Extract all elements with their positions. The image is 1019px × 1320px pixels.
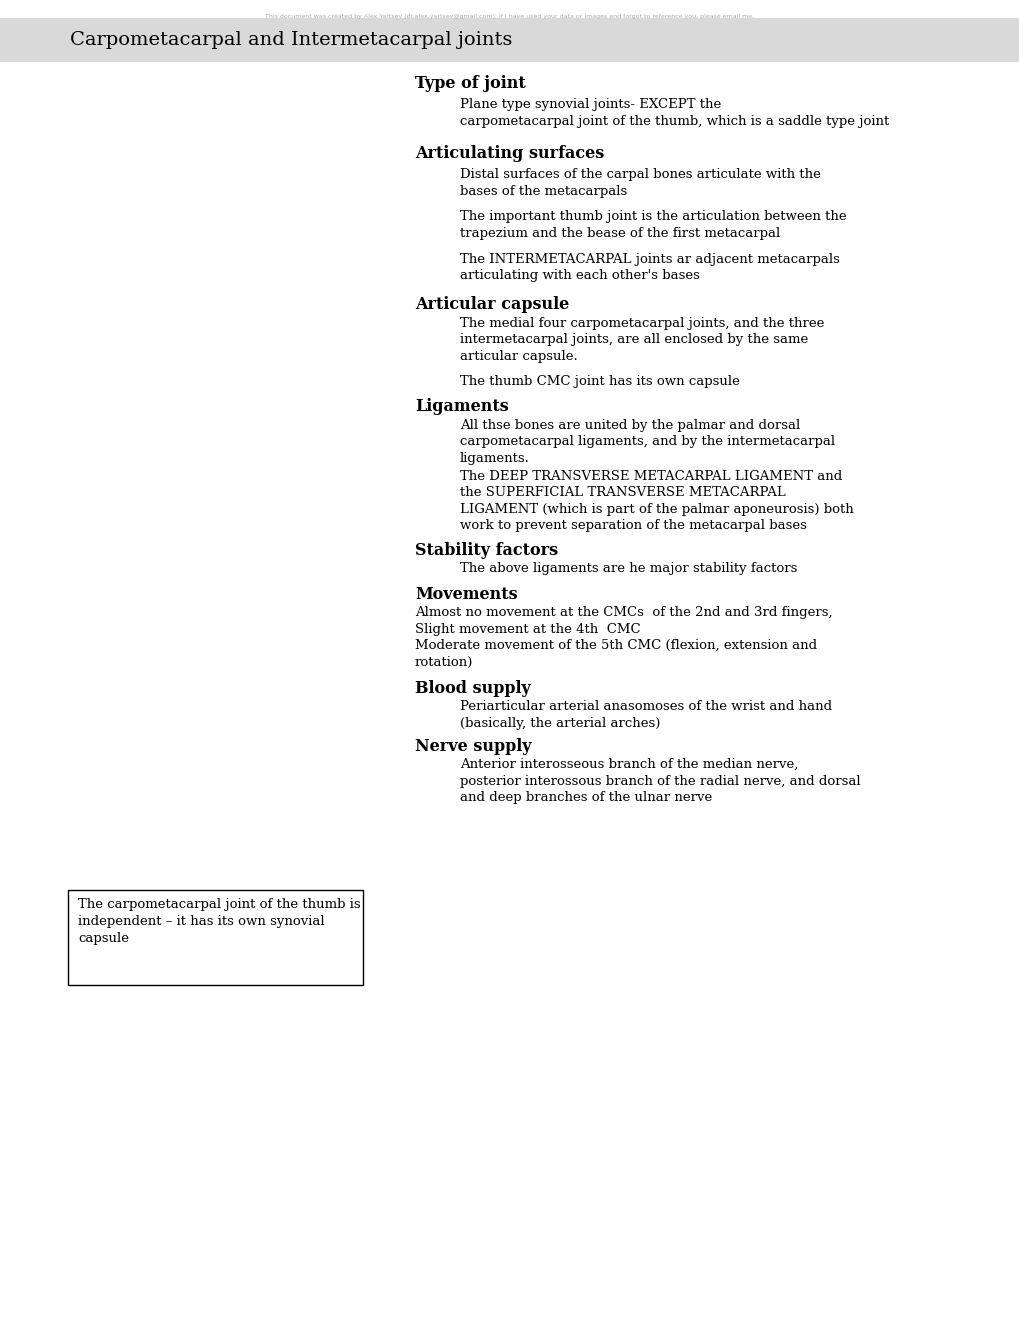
Text: Type of joint: Type of joint — [415, 75, 525, 92]
Text: Movements: Movements — [415, 586, 517, 603]
Text: The above ligaments are he major stability factors: The above ligaments are he major stabili… — [460, 562, 797, 576]
Text: Blood supply: Blood supply — [415, 680, 530, 697]
Text: Periarticular arterial anasomoses of the wrist and hand
(basically, the arterial: Periarticular arterial anasomoses of the… — [460, 700, 832, 730]
Text: Almost no movement at the CMCs  of the 2nd and 3rd fingers,
Slight movement at t: Almost no movement at the CMCs of the 2n… — [415, 606, 832, 668]
Text: Articular capsule: Articular capsule — [415, 296, 569, 313]
Text: The DEEP TRANSVERSE METACARPAL LIGAMENT and
the SUPERFICIAL TRANSVERSE METACARPA: The DEEP TRANSVERSE METACARPAL LIGAMENT … — [460, 470, 853, 532]
Bar — [0, 18, 1019, 62]
Text: Stability factors: Stability factors — [415, 543, 557, 558]
Text: The important thumb joint is the articulation between the
trapezium and the beas: The important thumb joint is the articul… — [460, 210, 846, 239]
Text: The INTERMETACARPAL joints ar adjacent metacarpals
articulating with each other': The INTERMETACARPAL joints ar adjacent m… — [460, 253, 839, 282]
Text: Ligaments: Ligaments — [415, 399, 508, 414]
Text: Plane type synovial joints- EXCEPT the
carpometacarpal joint of the thumb, which: Plane type synovial joints- EXCEPT the c… — [460, 98, 889, 128]
Bar — [68, 890, 363, 985]
Text: The carpometacarpal joint of the thumb is
independent – it has its own synovial
: The carpometacarpal joint of the thumb i… — [77, 898, 361, 945]
Text: Distal surfaces of the carpal bones articulate with the
bases of the metacarpals: Distal surfaces of the carpal bones arti… — [460, 168, 820, 198]
Text: Anterior interosseous branch of the median nerve,
posterior interossous branch o: Anterior interosseous branch of the medi… — [460, 758, 860, 804]
Text: All thse bones are united by the palmar and dorsal
carpometacarpal ligaments, an: All thse bones are united by the palmar … — [460, 418, 835, 465]
Text: Nerve supply: Nerve supply — [415, 738, 531, 755]
Text: The medial four carpometacarpal joints, and the three
intermetacarpal joints, ar: The medial four carpometacarpal joints, … — [460, 317, 823, 363]
Text: Articulating surfaces: Articulating surfaces — [415, 145, 603, 162]
Text: The thumb CMC joint has its own capsule: The thumb CMC joint has its own capsule — [460, 375, 739, 388]
Text: This document was created by Alex Yartsev (dr.alex.yartsev@gmail.com); if I have: This document was created by Alex Yartse… — [265, 15, 754, 18]
Text: Carpometacarpal and Intermetacarpal joints: Carpometacarpal and Intermetacarpal join… — [70, 30, 512, 49]
